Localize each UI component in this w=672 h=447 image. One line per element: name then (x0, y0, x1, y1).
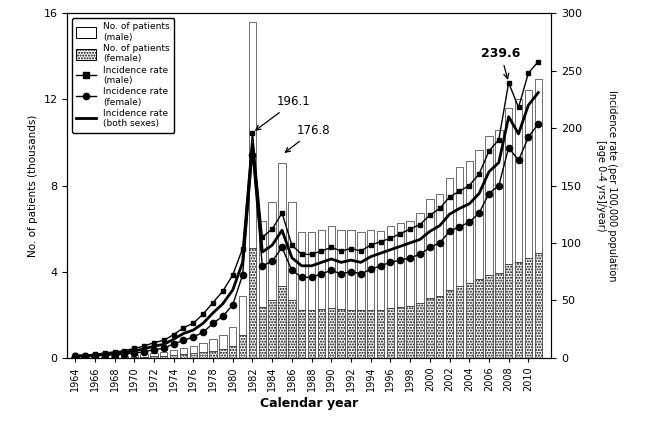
Bar (298, 310, 306, 358)
Bar (446, 290, 453, 358)
Bar (210, 339, 217, 351)
Bar (426, 199, 433, 299)
Bar (130, 357, 138, 358)
Bar (337, 309, 345, 358)
Bar (515, 262, 522, 358)
Bar (121, 356, 128, 357)
Bar (160, 352, 167, 356)
Bar (210, 351, 217, 358)
Bar (357, 310, 364, 358)
Bar (505, 264, 512, 358)
Text: 176.8: 176.8 (286, 124, 331, 152)
Bar (278, 286, 286, 358)
Bar (466, 161, 473, 283)
Bar (505, 108, 512, 264)
Bar (327, 226, 335, 308)
Bar (407, 221, 414, 306)
Bar (308, 232, 315, 310)
Bar (357, 232, 364, 310)
Bar (249, 248, 256, 358)
Bar (475, 279, 482, 358)
Legend: No. of patients
(male), No. of patients
(female), Incidence rate
(male), Inciden: No. of patients (male), No. of patients … (72, 18, 175, 133)
Bar (269, 202, 276, 299)
Bar (170, 350, 177, 355)
Bar (219, 335, 226, 350)
Bar (239, 335, 247, 358)
Bar (436, 296, 444, 358)
Bar (298, 232, 306, 310)
Bar (416, 303, 423, 358)
Bar (308, 310, 315, 358)
Bar (140, 354, 148, 357)
Bar (386, 308, 394, 358)
Bar (288, 202, 296, 299)
Bar (170, 355, 177, 358)
Bar (140, 357, 148, 358)
Y-axis label: No. of patients (thousands): No. of patients (thousands) (28, 114, 38, 257)
Bar (121, 357, 128, 358)
Y-axis label: Incidence rate (per 100,000 population
[age 0-4 yrs]/year): Incidence rate (per 100,000 population [… (596, 90, 618, 281)
Bar (337, 230, 345, 309)
Bar (534, 253, 542, 358)
Bar (259, 307, 266, 358)
Bar (525, 257, 532, 358)
Bar (180, 354, 187, 358)
Text: 196.1: 196.1 (256, 95, 311, 130)
Bar (485, 136, 493, 275)
Bar (259, 221, 266, 307)
Bar (318, 230, 325, 309)
Bar (151, 353, 158, 356)
Bar (160, 356, 167, 358)
Bar (288, 299, 296, 358)
Bar (456, 286, 463, 358)
Bar (111, 356, 118, 357)
Bar (466, 283, 473, 358)
Bar (190, 346, 197, 353)
Bar (525, 90, 532, 257)
Bar (367, 230, 374, 310)
Bar (436, 194, 444, 296)
Bar (130, 355, 138, 357)
Bar (377, 310, 384, 358)
Bar (229, 327, 237, 346)
Bar (190, 353, 197, 358)
Bar (416, 214, 423, 303)
Bar (347, 230, 355, 310)
Bar (180, 348, 187, 354)
Bar (111, 357, 118, 358)
Bar (396, 223, 404, 307)
Text: 239.6: 239.6 (481, 47, 520, 79)
Bar (495, 130, 503, 273)
Bar (347, 310, 355, 358)
Bar (219, 350, 226, 358)
Bar (367, 310, 374, 358)
Bar (327, 308, 335, 358)
Bar (239, 296, 247, 335)
Bar (249, 22, 256, 248)
Bar (515, 100, 522, 262)
Bar (200, 343, 207, 352)
Bar (495, 273, 503, 358)
Bar (377, 231, 384, 310)
Bar (151, 356, 158, 358)
X-axis label: Calendar year: Calendar year (260, 397, 358, 410)
Bar (386, 226, 394, 308)
Bar (426, 299, 433, 358)
Bar (534, 79, 542, 253)
Bar (200, 352, 207, 358)
Bar (485, 275, 493, 358)
Bar (278, 163, 286, 286)
Bar (318, 309, 325, 358)
Bar (396, 307, 404, 358)
Bar (269, 299, 276, 358)
Bar (456, 167, 463, 286)
Bar (407, 306, 414, 358)
Bar (446, 178, 453, 290)
Bar (475, 150, 482, 279)
Bar (229, 346, 237, 358)
